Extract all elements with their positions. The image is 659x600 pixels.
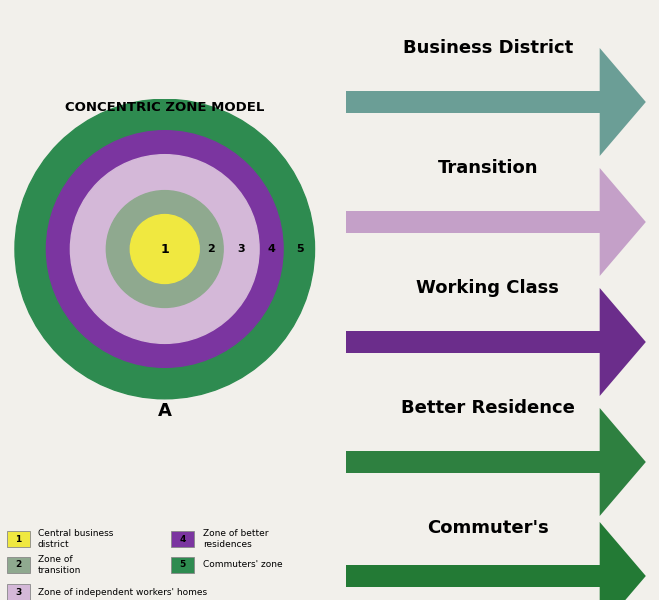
Polygon shape: [600, 408, 646, 516]
Circle shape: [71, 155, 259, 343]
FancyBboxPatch shape: [7, 532, 30, 547]
Text: A: A: [158, 402, 172, 420]
Text: CONCENTRIC ZONE MODEL: CONCENTRIC ZONE MODEL: [65, 101, 264, 114]
Text: Working Class: Working Class: [416, 279, 559, 297]
Polygon shape: [600, 168, 646, 276]
Text: district: district: [38, 540, 69, 549]
Polygon shape: [600, 522, 646, 600]
Text: transition: transition: [38, 566, 81, 575]
Text: 2: 2: [207, 244, 214, 254]
FancyBboxPatch shape: [346, 565, 600, 587]
Text: 4: 4: [268, 244, 275, 254]
Text: 5: 5: [297, 244, 304, 254]
Text: Zone of better: Zone of better: [203, 529, 268, 538]
Text: Better Residence: Better Residence: [401, 399, 575, 417]
Circle shape: [15, 99, 314, 399]
Text: Business District: Business District: [403, 39, 573, 57]
Text: 1: 1: [15, 535, 21, 544]
Polygon shape: [600, 288, 646, 396]
FancyBboxPatch shape: [346, 331, 600, 353]
Circle shape: [130, 215, 199, 283]
Text: 3: 3: [237, 244, 245, 254]
Text: 5: 5: [180, 560, 186, 569]
Text: 2: 2: [15, 560, 21, 569]
Text: Zone of independent workers' homes: Zone of independent workers' homes: [38, 588, 207, 596]
FancyBboxPatch shape: [346, 91, 600, 113]
FancyBboxPatch shape: [171, 557, 194, 572]
Text: Commuter's: Commuter's: [427, 519, 548, 537]
Text: Commuters' zone: Commuters' zone: [203, 560, 282, 569]
FancyBboxPatch shape: [346, 211, 600, 233]
FancyBboxPatch shape: [7, 584, 30, 600]
Circle shape: [46, 131, 283, 367]
Text: Zone of: Zone of: [38, 555, 72, 564]
FancyBboxPatch shape: [7, 557, 30, 572]
Text: Central business: Central business: [38, 529, 113, 538]
Text: residences: residences: [203, 540, 251, 549]
Circle shape: [106, 191, 223, 307]
Text: 1: 1: [160, 242, 169, 256]
FancyBboxPatch shape: [346, 451, 600, 473]
Text: Transition: Transition: [438, 159, 538, 177]
Text: 3: 3: [15, 588, 21, 596]
Text: 4: 4: [180, 535, 186, 544]
FancyBboxPatch shape: [171, 532, 194, 547]
Polygon shape: [600, 48, 646, 156]
